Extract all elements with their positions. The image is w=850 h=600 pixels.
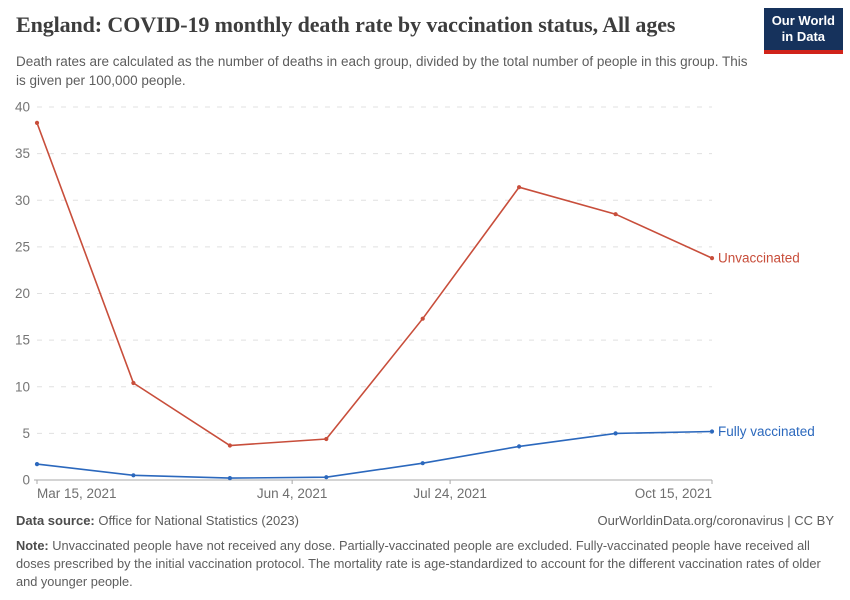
data-point-unvaccinated[interactable] (613, 212, 618, 217)
y-axis-label: 15 (15, 333, 30, 348)
data-point-fully-vaccinated[interactable] (34, 462, 40, 467)
data-point-unvaccinated[interactable] (227, 443, 232, 448)
data-point-unvaccinated[interactable] (709, 256, 715, 261)
page-title: England: COVID-19 monthly death rate by … (16, 12, 676, 37)
y-axis-label: 20 (15, 286, 30, 301)
series-label-unvaccinated: Unvaccinated (718, 251, 800, 266)
footnote: Note: Unvaccinated people have not recei… (16, 537, 834, 591)
data-source: Data source: Office for National Statist… (16, 513, 299, 528)
y-axis-label: 40 (15, 100, 30, 115)
data-point-unvaccinated[interactable] (34, 120, 40, 125)
data-point-fully-vaccinated[interactable] (420, 461, 425, 466)
x-axis-label: Jul 24, 2021 (413, 486, 487, 501)
y-axis-label: 25 (15, 239, 30, 254)
footer-source-row: Data source: Office for National Statist… (16, 513, 834, 528)
x-axis-label: Mar 15, 2021 (37, 486, 117, 501)
data-point-fully-vaccinated[interactable] (131, 473, 136, 478)
series-line-fully-vaccinated[interactable] (36, 430, 713, 479)
data-point-unvaccinated[interactable] (131, 380, 136, 386)
owid-link[interactable]: OurWorldinData.org/coronavirus | CC BY (597, 513, 834, 528)
y-axis-label: 0 (22, 473, 30, 488)
y-axis-label: 10 (15, 379, 30, 394)
data-point-fully-vaccinated[interactable] (709, 429, 715, 434)
owid-logo-line1: Our World (771, 13, 835, 28)
data-point-fully-vaccinated[interactable] (324, 475, 329, 480)
y-axis-label: 35 (15, 146, 30, 161)
chart-subtitle: Death rates are calculated as the number… (16, 54, 748, 89)
series-line-unvaccinated[interactable] (36, 122, 713, 447)
data-source-label: Data source: (16, 513, 95, 528)
x-axis-label: Oct 15, 2021 (635, 486, 712, 501)
footnote-text: Unvaccinated people have not received an… (16, 538, 821, 590)
series-label-fully-vaccinated: Fully vaccinated (718, 424, 815, 439)
y-axis-label: 30 (15, 193, 30, 208)
data-point-fully-vaccinated[interactable] (517, 444, 522, 449)
footnote-label: Note: (16, 538, 49, 553)
data-point-unvaccinated[interactable] (517, 185, 522, 190)
data-point-fully-vaccinated[interactable] (227, 476, 232, 481)
x-axis-label: Jun 4, 2021 (257, 486, 328, 501)
owid-logo[interactable]: Our World in Data (763, 8, 843, 54)
y-axis-label: 5 (22, 426, 30, 441)
data-source-value: Office for National Statistics (2023) (94, 513, 299, 528)
data-point-fully-vaccinated[interactable] (613, 431, 618, 436)
owid-logo-line2: in Data (781, 29, 826, 45)
data-point-unvaccinated[interactable] (420, 316, 425, 321)
data-point-unvaccinated[interactable] (324, 436, 329, 442)
